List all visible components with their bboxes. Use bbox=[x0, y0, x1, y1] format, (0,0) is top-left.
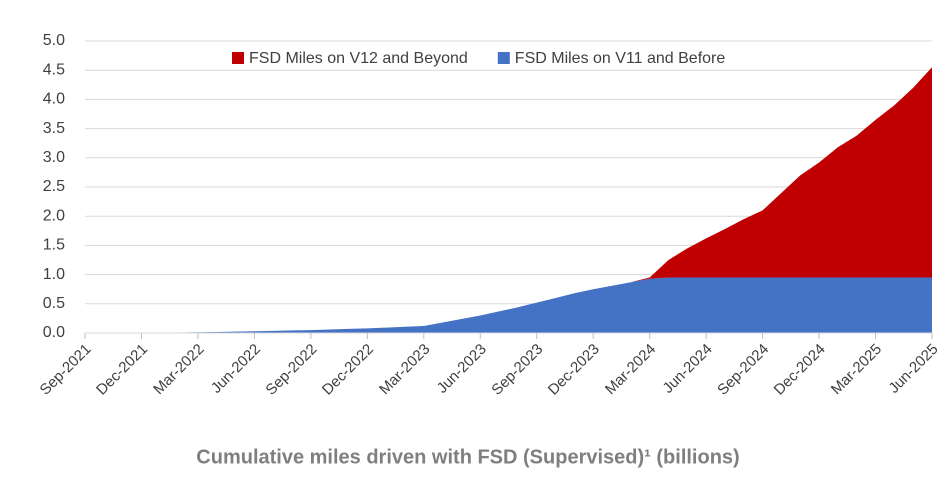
x-tick-label: Dec-2021 bbox=[93, 341, 151, 399]
legend-label: FSD Miles on V12 and Beyond bbox=[249, 50, 468, 67]
y-tick-label: 5.0 bbox=[43, 32, 65, 49]
x-tick-label: Sep-2021 bbox=[37, 341, 95, 399]
y-tick-label: 4.5 bbox=[43, 61, 65, 78]
x-tick-label: Mar-2025 bbox=[828, 341, 885, 398]
y-tick-label: 0.0 bbox=[43, 324, 65, 341]
x-tick-label: Dec-2023 bbox=[545, 341, 603, 399]
x-tick-label: Jun-2023 bbox=[434, 341, 490, 397]
x-tick-label: Jun-2025 bbox=[885, 341, 941, 397]
y-tick-label: 3.5 bbox=[43, 120, 65, 137]
x-tick-label: Jun-2022 bbox=[208, 341, 264, 397]
x-tick-label: Sep-2023 bbox=[488, 341, 546, 399]
x-tick-label: Dec-2024 bbox=[771, 341, 829, 399]
x-tick-label: Jun-2024 bbox=[660, 341, 716, 397]
y-tick-label: 3.0 bbox=[43, 149, 65, 166]
area bbox=[85, 67, 932, 333]
y-tick-label: 1.5 bbox=[43, 237, 65, 254]
y-tick-label: 2.0 bbox=[43, 207, 65, 224]
x-axis-title: Cumulative miles driven with FSD (Superv… bbox=[196, 446, 739, 468]
legend-label: FSD Miles on V11 and Before bbox=[515, 50, 726, 67]
x-tick-label: Dec-2022 bbox=[319, 341, 377, 399]
area bbox=[85, 277, 932, 333]
x-tick-label: Sep-2022 bbox=[262, 341, 320, 399]
x-tick-label: Sep-2024 bbox=[714, 341, 772, 399]
y-tick-label: 2.5 bbox=[43, 178, 65, 195]
y-tick-label: 4.0 bbox=[43, 91, 65, 108]
y-tick-label: 0.5 bbox=[43, 295, 65, 312]
x-tick-label: Mar-2022 bbox=[150, 341, 207, 398]
legend-swatch bbox=[232, 52, 244, 64]
x-tick-label: Mar-2024 bbox=[602, 341, 659, 398]
legend-swatch bbox=[497, 52, 510, 64]
x-tick-label: Mar-2023 bbox=[376, 341, 433, 398]
y-tick-label: 1.0 bbox=[43, 266, 65, 283]
